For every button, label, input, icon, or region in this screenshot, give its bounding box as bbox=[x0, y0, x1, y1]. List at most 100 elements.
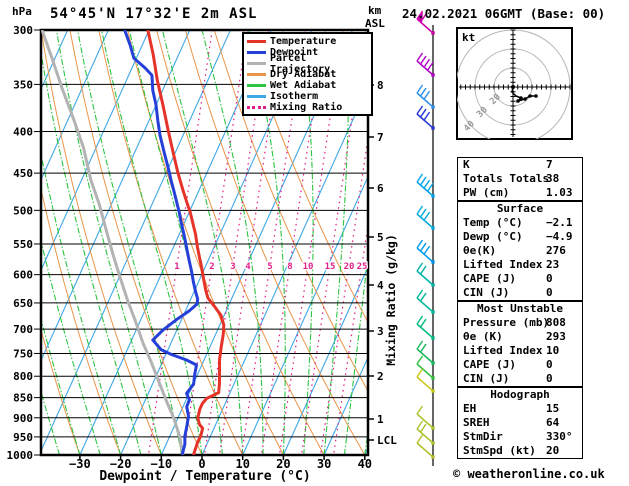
mixing-ratio-line bbox=[204, 30, 269, 454]
stats-row: CAPE (J) 0 bbox=[458, 358, 582, 372]
legend-item: Dry Adiabat bbox=[247, 69, 371, 80]
temperature-axis-label: Dewpoint / Temperature (°C) bbox=[99, 469, 311, 484]
stats-row-label: Dewp (°C) bbox=[463, 230, 523, 243]
stats-row-label: CAPE (J) bbox=[463, 272, 516, 285]
legend-item: Mixing Ratio bbox=[247, 102, 371, 113]
stats-row-value: 330° bbox=[546, 430, 573, 443]
pressure-tick-label: 600 bbox=[13, 269, 33, 282]
km-tick-label: 7 bbox=[377, 131, 384, 144]
isotherm-line bbox=[282, 265, 368, 455]
stats-panels: K 7 Totals Totals 38 PW (cm) 1.03 Surface Temp … bbox=[457, 157, 583, 459]
stats-row: Pressure (mb) 808 bbox=[458, 316, 582, 330]
wind-barb-column bbox=[416, 10, 435, 466]
stats-row-label: K bbox=[463, 158, 470, 171]
stats-row-value: 0 bbox=[546, 358, 553, 371]
mixing-ratio-line bbox=[261, 30, 326, 454]
stats-row-value: 0 bbox=[546, 372, 553, 385]
legend-item: Dewpoint bbox=[247, 47, 371, 58]
stats-row-label: StmDir bbox=[463, 430, 503, 443]
stats-row: CIN (J) 0 bbox=[458, 286, 582, 300]
isotherm-line bbox=[242, 175, 368, 455]
pressure-axis-labels: 300 350 400 450 500 550 600 650 700 750 800 850 900 9… bbox=[7, 24, 41, 462]
mixing-ratio-line bbox=[301, 30, 366, 454]
wind-barb bbox=[416, 239, 435, 264]
pressure-tick-label: 650 bbox=[13, 297, 33, 310]
height-unit-label-km: km bbox=[368, 4, 382, 17]
stats-panel: Hodograph EH 15 SREH 64 StmDir 330° StmSpd (kt)… bbox=[457, 387, 583, 459]
stats-row-value: 20 bbox=[546, 444, 560, 457]
hodograph-unit-label: kt bbox=[462, 31, 475, 44]
mixing-ratio-label: 25 bbox=[357, 262, 368, 272]
stats-row-value: 7 bbox=[546, 158, 553, 171]
wind-barb bbox=[416, 368, 435, 393]
legend-swatch-icon bbox=[247, 106, 266, 109]
mixing-ratio-label: 20 bbox=[344, 262, 355, 272]
temp-tick-label: −30 bbox=[69, 457, 91, 471]
pressure-tick-label: 400 bbox=[13, 126, 33, 139]
isotherm-line bbox=[323, 356, 368, 455]
stats-row: Temp (°C) −2.1 bbox=[458, 216, 582, 230]
stats-row-label: CAPE (J) bbox=[463, 358, 516, 371]
pressure-tick-label: 850 bbox=[13, 392, 33, 405]
stats-row: θe (K) 293 bbox=[458, 330, 582, 344]
stats-row-value: 64 bbox=[546, 416, 560, 429]
wet-adiabat-line bbox=[41, 151, 122, 455]
wind-barb bbox=[416, 434, 435, 459]
pressure-tick-label: 550 bbox=[13, 238, 33, 251]
wind-barb bbox=[416, 355, 435, 380]
km-tick-label: 8 bbox=[377, 79, 384, 92]
stats-row: CIN (J) 0 bbox=[458, 372, 582, 386]
stats-panel-header: Hodograph bbox=[490, 388, 550, 401]
stats-row: Lifted Index 10 bbox=[458, 344, 582, 358]
mixing-ratio-line bbox=[279, 30, 344, 454]
stats-row: EH 15 bbox=[458, 402, 582, 416]
isotherm-line bbox=[41, 30, 231, 453]
legend-swatch-icon bbox=[247, 95, 266, 98]
km-tick-label: 5 bbox=[377, 231, 384, 244]
pressure-tick-label: 1000 bbox=[7, 449, 34, 462]
stats-panel: K 7 Totals Totals 38 PW (cm) 1.03 bbox=[457, 157, 583, 201]
dry-adiabat-line bbox=[41, 328, 81, 455]
mixing-ratio-label: 15 bbox=[325, 262, 336, 272]
temp-tick-label: 20 bbox=[276, 457, 290, 471]
km-tick-label: 4 bbox=[377, 279, 384, 292]
mixing-ratio-label: 1 bbox=[174, 262, 179, 272]
legend-box: Temperature Dewpoint Parcel Trajectory Dry … bbox=[242, 32, 373, 116]
temperature-curve bbox=[146, 30, 226, 455]
wind-barb bbox=[416, 173, 435, 198]
pressure-tick-label: 750 bbox=[13, 347, 33, 360]
stats-row-label: Totals Totals bbox=[463, 172, 550, 185]
stats-row-value: 293 bbox=[546, 330, 566, 343]
stats-row-label: SREH bbox=[463, 416, 490, 429]
stats-panel: Surface Temp (°C) −2.1 Dewp (°C) −4.9 θe(K) 27… bbox=[457, 201, 583, 301]
temp-tick-label: −20 bbox=[110, 457, 132, 471]
stats-panel-header: Most Unstable bbox=[476, 302, 564, 315]
isotherm-line bbox=[79, 30, 272, 455]
copyright-text: © weatheronline.co.uk bbox=[453, 467, 605, 481]
legend-item: Temperature bbox=[247, 36, 371, 47]
stats-row-label: θe(K) bbox=[463, 244, 497, 257]
pressure-unit-label: hPa bbox=[12, 5, 32, 18]
wind-barb bbox=[416, 289, 435, 314]
stats-row-value: 0 bbox=[546, 286, 553, 299]
mixing-ratio-line bbox=[148, 30, 213, 454]
stats-row: CAPE (J) 0 bbox=[458, 272, 582, 286]
legend-swatch-icon bbox=[247, 62, 266, 65]
parcel-trajectory-curve bbox=[41, 30, 185, 455]
temp-tick-label: 0 bbox=[198, 457, 205, 471]
temp-tick-label: 10 bbox=[235, 457, 249, 471]
stats-row-label: CIN (J) bbox=[463, 372, 510, 385]
stats-row: Dewp (°C) −4.9 bbox=[458, 230, 582, 244]
stats-row-value: −4.9 bbox=[546, 230, 573, 243]
stats-row-label: StmSpd (kt) bbox=[463, 444, 536, 457]
wet-adiabat-line bbox=[55, 30, 162, 455]
mixing-ratio-label: 10 bbox=[303, 262, 314, 272]
km-tick-label: 6 bbox=[377, 182, 384, 195]
pressure-tick-label: 700 bbox=[13, 323, 33, 336]
datetime-label: 24.02.2021 06GMT (Base: 00) bbox=[402, 6, 606, 21]
km-axis-labels: 8 7 6 5 4 3 2 1 LCL bbox=[368, 79, 397, 447]
stats-row: Totals Totals 38 bbox=[458, 172, 582, 186]
